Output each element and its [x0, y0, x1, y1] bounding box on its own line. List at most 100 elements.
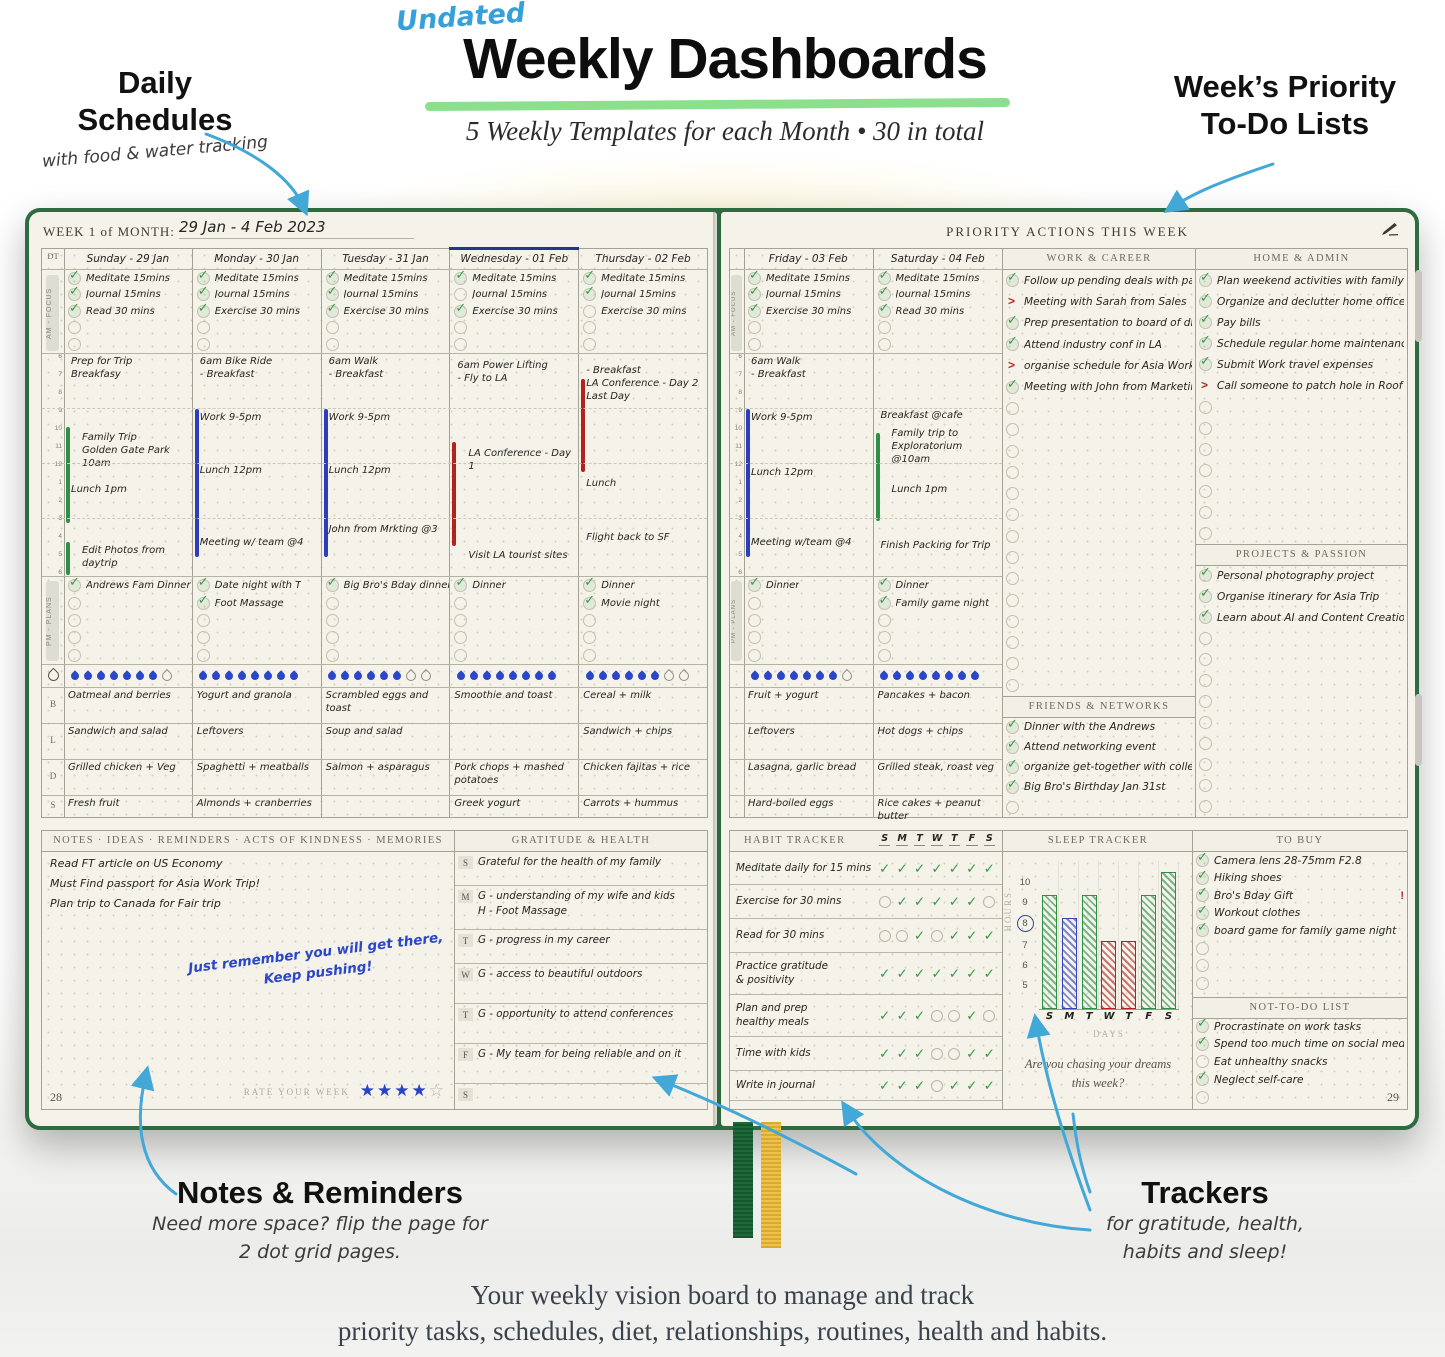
focus-item[interactable]	[876, 336, 1003, 353]
checkbox-icon[interactable]	[1006, 678, 1019, 692]
checkbox-icon[interactable]	[1006, 444, 1019, 458]
habit-marks[interactable]	[876, 928, 998, 944]
habit-mark[interactable]	[981, 928, 998, 944]
todo-item[interactable]	[1193, 940, 1407, 958]
todo-item[interactable]: Eat unhealthy snacks	[1193, 1053, 1407, 1071]
water-drop[interactable]	[275, 670, 287, 682]
habit-mark[interactable]	[981, 966, 998, 982]
plan-item[interactable]	[452, 612, 578, 629]
plan-item[interactable]	[876, 647, 1003, 664]
water-drop[interactable]	[839, 668, 854, 684]
checkbox-icon[interactable]	[196, 648, 210, 662]
gratitude-row[interactable]: M G - understanding of my wife and kids …	[455, 886, 707, 930]
todo-item[interactable]: Organize and declutter home office	[1196, 291, 1407, 312]
todo-item[interactable]	[1003, 440, 1195, 461]
checkbox-icon[interactable]	[196, 284, 210, 302]
plan-item[interactable]: Dinner	[581, 575, 707, 594]
habit-mark[interactable]	[893, 894, 910, 910]
checkbox-icon[interactable]	[583, 648, 597, 662]
habit-mark[interactable]	[963, 1046, 980, 1062]
star-icon[interactable]	[377, 1081, 392, 1100]
todo-item[interactable]	[1196, 418, 1407, 439]
water-drop[interactable]	[787, 670, 800, 682]
checkbox-icon[interactable]	[1196, 941, 1209, 955]
checkbox-icon[interactable]	[1196, 885, 1209, 903]
habit-row[interactable]: Meditate daily for 15 mins	[730, 853, 1002, 885]
water-drop[interactable]	[813, 670, 826, 682]
checkbox-icon[interactable]	[1006, 529, 1019, 543]
focus-item[interactable]: Read 30 mins	[876, 301, 1003, 320]
water-drop[interactable]	[249, 670, 261, 682]
plan-item[interactable]	[876, 612, 1003, 629]
todo-item[interactable]	[1003, 797, 1195, 817]
checkbox-icon[interactable]	[1196, 1016, 1209, 1034]
todo-item[interactable]: Prep presentation to board of directors	[1003, 313, 1195, 334]
plan-item[interactable]	[452, 629, 578, 646]
checkbox-icon[interactable]	[1199, 505, 1212, 519]
checkbox-icon[interactable]	[1006, 358, 1019, 372]
checkbox-icon[interactable]	[196, 613, 210, 627]
habit-mark[interactable]	[876, 1046, 893, 1062]
checkbox-icon[interactable]	[1196, 1055, 1209, 1069]
focus-item[interactable]: Journal 15mins	[66, 284, 192, 304]
todo-item[interactable]	[1196, 775, 1407, 796]
water-drop[interactable]	[326, 670, 338, 682]
water-drop[interactable]	[120, 670, 133, 682]
water-drop[interactable]	[352, 670, 364, 682]
star-icon[interactable]	[429, 1081, 444, 1100]
checkbox-icon[interactable]	[877, 613, 891, 627]
checkbox-icon[interactable]	[748, 321, 761, 335]
todo-item[interactable]: Learn about AI and Content Creation	[1196, 607, 1407, 628]
water-tracker[interactable]	[326, 666, 450, 686]
water-drop[interactable]	[969, 670, 981, 682]
star-rating[interactable]	[358, 1081, 444, 1101]
todo-item[interactable]	[1196, 712, 1407, 733]
plan-item[interactable]	[66, 647, 192, 664]
focus-item[interactable]: Meditate 15mins	[324, 268, 450, 287]
focus-item[interactable]: Journal 15mins	[195, 284, 321, 304]
checkbox-icon[interactable]	[748, 648, 761, 662]
focus-item[interactable]	[66, 336, 192, 353]
todo-item[interactable]	[1196, 796, 1407, 817]
focus-item[interactable]: Exercise 30 mins	[195, 301, 321, 320]
water-drop[interactable]	[826, 670, 839, 682]
plan-item[interactable]	[452, 594, 578, 611]
checkbox-icon[interactable]	[1199, 607, 1212, 624]
gratitude-row[interactable]: S Grateful for the health of my family	[455, 852, 707, 886]
plan-item[interactable]	[876, 629, 1003, 646]
checkbox-icon[interactable]	[877, 337, 891, 351]
checkbox-icon[interactable]	[1199, 333, 1212, 351]
todo-item[interactable]: Dinner with the Andrews	[1003, 717, 1195, 737]
checkbox-icon[interactable]	[325, 268, 339, 285]
checkbox-icon[interactable]	[68, 575, 81, 593]
water-drop[interactable]	[262, 670, 274, 682]
week-date-input[interactable]: 29 Jan - 4 Feb 2023	[179, 218, 414, 239]
checkbox-icon[interactable]	[1199, 378, 1212, 392]
focus-item[interactable]	[324, 320, 450, 337]
plan-item[interactable]: Date night with T	[195, 575, 321, 594]
todo-item[interactable]	[1196, 691, 1407, 712]
checkbox-icon[interactable]	[1006, 614, 1019, 628]
checkbox-icon[interactable]	[454, 321, 468, 335]
checkbox-icon[interactable]	[1196, 850, 1209, 868]
water-drop[interactable]	[623, 670, 635, 682]
checkbox-icon[interactable]	[1199, 270, 1212, 288]
habit-row[interactable]: Exercise for 30 mins	[730, 885, 1002, 919]
plan-item[interactable]	[452, 647, 578, 664]
plan-item[interactable]	[324, 612, 450, 629]
plan-item[interactable]: Movie night	[581, 593, 707, 611]
focus-item[interactable]	[452, 320, 578, 337]
habit-mark[interactable]	[893, 861, 910, 877]
habit-mark[interactable]	[981, 1008, 998, 1024]
checkbox-icon[interactable]	[325, 613, 339, 627]
checkbox-icon[interactable]	[1006, 636, 1019, 650]
checkbox-icon[interactable]	[748, 575, 761, 593]
habit-mark[interactable]	[946, 928, 963, 944]
checkbox-icon[interactable]	[1006, 423, 1019, 437]
habit-row[interactable]: Time with kids	[730, 1037, 1002, 1071]
focus-item[interactable]: Read 30 mins	[66, 301, 192, 320]
water-drop[interactable]	[197, 670, 209, 682]
todo-item[interactable]: Workout clothes	[1193, 903, 1407, 923]
todo-item[interactable]: Plan weekend activities with family	[1196, 270, 1407, 291]
checkbox-icon[interactable]	[68, 648, 81, 662]
